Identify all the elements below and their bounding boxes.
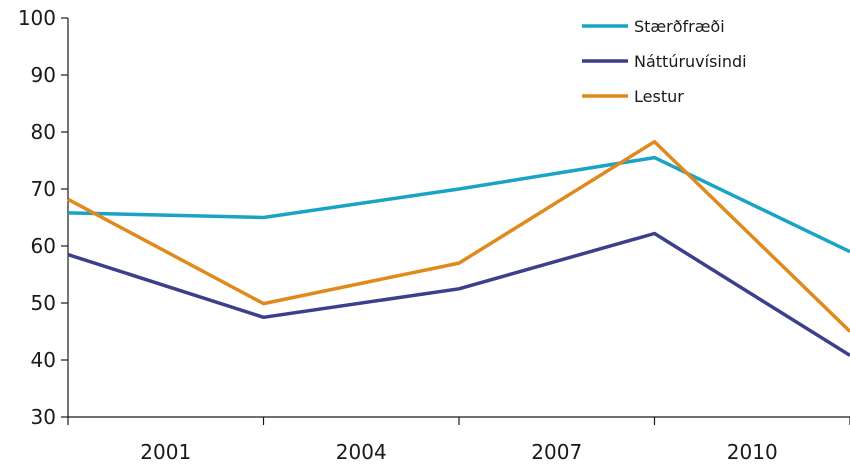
y-tick-label: 40	[31, 348, 56, 372]
x-ticks: 2001 2004 2007 2010	[67, 417, 850, 464]
y-tick-label: 80	[31, 120, 56, 144]
legend-label: Stærðfræði	[634, 17, 725, 36]
y-tick-label: 30	[31, 405, 56, 429]
series-line-3	[67, 139, 850, 333]
x-tick-label: 2007	[531, 440, 582, 464]
legend-label: Náttúruvísindi	[634, 52, 747, 71]
y-tick-label: 50	[31, 291, 56, 315]
y-ticks: 30 40 50 60 70 80 90 100	[18, 6, 68, 429]
x-tick-label: 2010	[727, 440, 778, 464]
series-line-2	[67, 231, 850, 357]
y-tick-label: 60	[31, 234, 56, 258]
series-lines	[67, 139, 850, 357]
y-tick-label: 90	[31, 63, 56, 87]
y-tick-label: 100	[18, 6, 56, 30]
series-line-1	[67, 155, 850, 254]
y-tick-label: 70	[31, 177, 56, 201]
legend-label: Lestur	[634, 87, 684, 106]
x-tick-label: 2004	[336, 440, 387, 464]
x-tick-label: 2001	[140, 440, 191, 464]
legend: Stærðfræði Náttúruvísindi Lestur	[582, 17, 747, 106]
